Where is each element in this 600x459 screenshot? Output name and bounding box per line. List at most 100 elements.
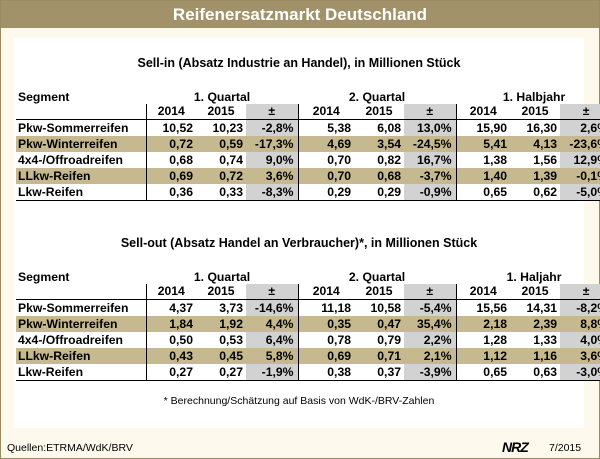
sellin-year-header-row: 2014 2015 ±2014 2015 ±2014 2015 ±: [16, 104, 600, 120]
sellout-value-cell: 0,53: [219, 333, 243, 347]
sellout-change-cell: -1,9%: [246, 364, 299, 381]
sellout-change-cell: -3,9%: [404, 364, 457, 381]
sellin-segment-name: Pkw-Winterreifen: [16, 136, 146, 152]
sellout-change-cell: 2,1%: [404, 348, 457, 364]
sellin-value-cell: 0,74: [219, 153, 243, 167]
sellout-change-header: ±: [404, 284, 457, 300]
sellout-value-cell: 0,38: [297, 364, 355, 381]
sellin-segment-name: 4x4-/Offroadreifen: [18, 153, 123, 167]
sellin-value-cell: 4,69: [297, 136, 355, 152]
sellin-value-cell: 0,70: [297, 152, 355, 168]
sellin-change-header: ±: [560, 104, 600, 120]
sellout-value-cell: 0,43: [145, 348, 196, 364]
sellin-table-row: 4x4-/Offroadreifen 0,68 0,74 9,0% 0,70 0,82 16…: [16, 152, 600, 168]
sellout-table-row: Lkw-Reifen 0,27 0,27 -1,9% 0,38 0,37 -3,9% 0,65…: [16, 364, 600, 381]
sellin-value-cell: 1,40: [455, 168, 511, 184]
sellout-value-cell: 0,65: [455, 364, 511, 381]
sellout-period-3: 1. Haljahr: [506, 270, 562, 284]
sellin-year-header: 2014: [145, 104, 196, 120]
sellout-year-header: 2014: [145, 284, 196, 300]
sellin-change-cell: -2,8%: [246, 119, 299, 136]
sellout-value-cell: 1,16: [510, 348, 561, 364]
sellout-change-cell: 3,6%: [560, 348, 600, 364]
sellout-period-1: 1. Quartal: [193, 270, 251, 284]
page-title: Reifenersatzmarkt Deutschland: [1, 1, 599, 28]
sellin-change-cell: 9,0%: [246, 152, 299, 168]
sellin-value-cell: 0,68: [354, 168, 405, 184]
sellin-change-cell: 13,0%: [404, 119, 457, 136]
sellout-value-cell: 11,18: [297, 299, 355, 316]
sellin-value-cell: 1,56: [533, 153, 558, 167]
sellout-segment-name: 4x4-/Offroadreifen: [18, 333, 123, 347]
sellout-value-cell: 2,18: [455, 316, 511, 332]
sellout-value-cell: 1,28: [455, 332, 511, 348]
sellin-value-cell: 3,54: [354, 136, 405, 152]
sellin-year-header: 2015: [354, 104, 405, 120]
sellin-table-row: Pkw-Winterreifen 0,72 0,59 -17,3% 4,69 3,54 -2…: [16, 136, 600, 152]
publication-date: 7/2015: [549, 442, 582, 454]
sellout-change-cell: -8,2%: [560, 299, 600, 316]
sellout-value-cell: 0,63: [510, 364, 561, 381]
sellin-period-2: 2. Quartal: [348, 90, 406, 104]
sellin-value-cell: 0,70: [297, 168, 355, 184]
sellout-value-cell: 2,39: [510, 316, 561, 332]
sellin-value-cell: 0,62: [510, 184, 561, 201]
sellin-change-cell: 12,9%: [560, 152, 600, 168]
sellout-table: Segment 1. Quartal 2. Quartal 1. Haljahr 201…: [16, 270, 600, 381]
sellin-value-cell: 10,23: [212, 121, 244, 135]
sellin-value-cell: 5,41: [455, 136, 511, 152]
sellin-year-header: 2015: [510, 104, 561, 120]
sellout-value-cell: 0,79: [377, 333, 402, 347]
sellin-change-cell: 2,6%: [560, 119, 600, 136]
sellin-change-cell: -23,6%: [560, 136, 600, 152]
sellout-change-cell: 4,4%: [246, 316, 299, 332]
sellin-value-cell: 0,68: [145, 152, 196, 168]
sellin-change-cell: -5,0%: [560, 184, 600, 201]
sellin-year-header: 2014: [297, 104, 355, 120]
sellin-value-cell: 0,72: [145, 136, 196, 152]
sellin-value-cell: 0,36: [145, 184, 196, 201]
sellout-year-header: 2015: [510, 284, 561, 300]
sellout-year-header-row: 2014 2015 ±2014 2015 ±2014 2015 ±: [16, 284, 600, 300]
sellout-table-row: Pkw-Winterreifen 1,84 1,92 4,4% 0,35 0,47 35,4…: [16, 316, 600, 332]
sellout-change-cell: 5,8%: [246, 348, 299, 364]
sellin-title: Sell-in (Absatz Industrie an Handel), in…: [137, 56, 461, 70]
sellout-segment-header: Segment: [16, 270, 146, 300]
sellin-change-header: ±: [404, 104, 457, 120]
sellin-value-cell: 6,08: [377, 121, 402, 135]
sellin-year-header: 2015: [196, 104, 246, 120]
sellout-value-cell: 1,84: [145, 316, 196, 332]
sellin-change-header: ±: [246, 104, 299, 120]
sellin-segment-name: Pkw-Sommerreifen: [18, 121, 129, 135]
footnote: * Berechnung/Schätzung auf Basis von WdK…: [163, 395, 435, 407]
sellout-change-cell: 4,0%: [560, 332, 600, 348]
sellin-value-cell: 0,29: [354, 184, 405, 201]
sellin-change-cell: -0,1%: [560, 168, 600, 184]
sellout-value-cell: 0,37: [354, 364, 405, 381]
sellout-value-cell: 1,92: [196, 316, 246, 332]
sellout-value-cell: 4,37: [145, 299, 196, 316]
sellin-change-cell: 3,6%: [246, 168, 299, 184]
sellout-change-cell: -5,4%: [404, 299, 457, 316]
content-panel: Sell-in (Absatz Industrie an Handel), in…: [14, 38, 600, 428]
sellout-period-2: 2. Quartal: [348, 270, 406, 284]
sellout-value-cell: 0,27: [145, 364, 196, 381]
sellin-value-cell: 15,90: [455, 119, 511, 136]
sellout-value-cell: 0,47: [354, 316, 405, 332]
sellout-segment-name: Pkw-Winterreifen: [16, 316, 146, 332]
sellout-change-cell: 6,4%: [246, 332, 299, 348]
sellout-period-header-row: Segment 1. Quartal 2. Quartal 1. Haljahr: [16, 270, 600, 300]
sellin-change-cell: -3,7%: [404, 168, 457, 184]
sellin-value-cell: 1,39: [510, 168, 561, 184]
sellout-value-cell: 0,45: [196, 348, 246, 364]
sellin-period-3: 1. Halbjahr: [502, 90, 566, 104]
sellout-change-cell: 2,2%: [404, 332, 457, 348]
sellout-change-cell: -14,6%: [246, 299, 299, 316]
sellin-change-cell: -8,3%: [246, 184, 299, 201]
sellin-segment-name: Lkw-Reifen: [16, 184, 146, 201]
sellin-year-header: 2014: [455, 104, 511, 120]
sellin-value-cell: 0,82: [377, 153, 402, 167]
sellin-table-row: Lkw-Reifen 0,36 0,33 -8,3% 0,29 0,29 -0,9% 0,65…: [16, 184, 600, 201]
sellout-value-cell: 0,35: [297, 316, 355, 332]
sellout-table-row: 4x4-/Offroadreifen 0,50 0,53 6,4% 0,78 0,79 2,…: [16, 332, 600, 348]
